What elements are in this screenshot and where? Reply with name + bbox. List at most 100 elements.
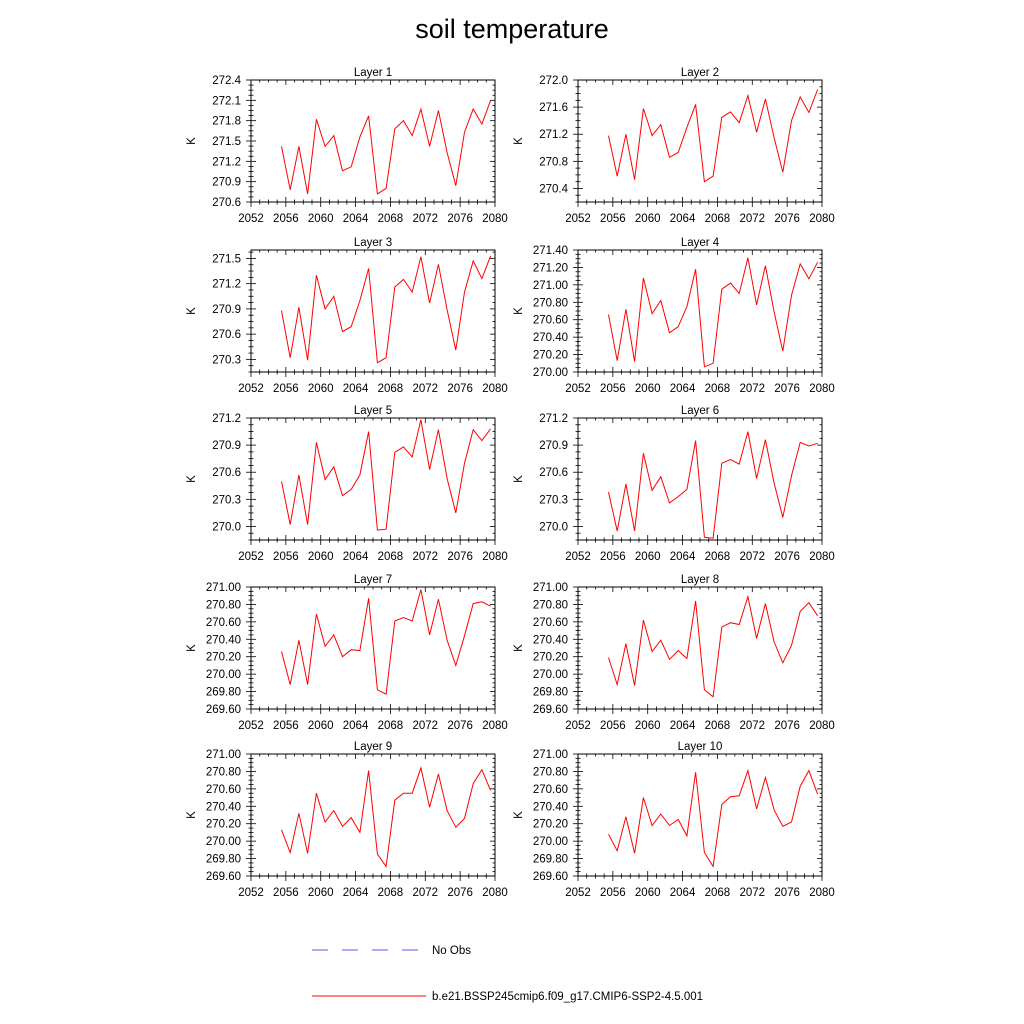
x-tick-label: 2064 [343,213,369,225]
x-tick-label: 2056 [600,887,626,899]
x-tick-label: 2080 [809,383,835,395]
panel-title-9: Layer 9 [354,741,392,753]
x-tick-label: 2080 [482,383,508,395]
y-axis-label-8: K [513,644,525,652]
x-tick-label: 2068 [378,383,404,395]
y-tick-label: 271.2 [539,129,568,141]
series-line-layer-9 [281,766,492,868]
y-tick-label: 269.60 [206,704,241,716]
y-tick-label: 270.80 [206,599,241,611]
x-tick-label: 2064 [343,383,369,395]
y-tick-label: 269.60 [206,871,241,883]
x-tick-label: 2076 [774,720,800,732]
x-tick-label: 2060 [635,720,661,732]
panel-title-4: Layer 4 [681,237,720,249]
panel-title-7: Layer 7 [354,574,392,586]
y-tick-label: 270.6 [539,467,568,479]
x-tick-label: 2072 [412,551,438,563]
x-tick-label: 2076 [447,383,473,395]
x-tick-label: 2052 [565,887,591,899]
y-tick-label: 270.20 [533,350,568,362]
x-tick-label: 2052 [238,551,264,563]
series-line-layer-3 [281,255,492,364]
series-line-layer-7 [281,589,491,695]
panel-title-3: Layer 3 [354,237,392,249]
y-tick-label: 271.5 [212,136,241,148]
x-tick-label: 2060 [635,383,661,395]
y-axis-label-2: K [513,137,525,145]
y-tick-label: 269.80 [206,687,241,699]
x-tick-label: 2080 [482,551,508,563]
x-tick-label: 2056 [273,551,299,563]
y-tick-label: 270.40 [533,332,568,344]
x-tick-label: 2076 [774,383,800,395]
y-tick-label: 271.2 [539,413,568,425]
panel-title-10: Layer 10 [678,741,723,753]
x-tick-label: 2056 [273,720,299,732]
y-tick-label: 270.20 [533,819,568,831]
x-tick-label: 2068 [378,551,404,563]
y-tick-label: 270.6 [212,329,241,341]
y-tick-label: 270.20 [206,819,241,831]
x-tick-label: 2072 [739,887,765,899]
panel-title-2: Layer 2 [681,67,719,79]
x-tick-label: 2080 [809,720,835,732]
x-tick-label: 2060 [308,551,334,563]
y-axis-label-7: K [186,644,198,652]
y-tick-label: 270.40 [206,801,241,813]
x-tick-label: 2052 [565,213,591,225]
chart-title: soil temperature [415,14,609,44]
y-tick-label: 270.60 [206,784,241,796]
plot-frame-1 [250,79,496,203]
x-tick-label: 2056 [273,213,299,225]
y-tick-label: 269.60 [533,871,568,883]
y-tick-label: 272.0 [539,75,568,87]
y-tick-label: 270.0 [212,521,241,533]
y-tick-label: 270.60 [533,315,568,327]
x-tick-label: 2068 [705,213,731,225]
x-tick-label: 2056 [600,213,626,225]
x-tick-label: 2068 [378,720,404,732]
y-tick-label: 270.40 [206,634,241,646]
series-line-layer-1 [281,100,492,195]
x-tick-label: 2060 [635,551,661,563]
x-tick-label: 2076 [774,551,800,563]
x-tick-label: 2076 [447,887,473,899]
x-tick-label: 2072 [412,887,438,899]
y-tick-label: 271.2 [212,279,241,291]
x-tick-label: 2064 [670,383,696,395]
x-tick-label: 2064 [343,551,369,563]
x-tick-label: 2064 [343,887,369,899]
x-tick-label: 2052 [238,213,264,225]
x-tick-label: 2060 [308,213,334,225]
y-tick-label: 270.80 [533,297,568,309]
y-tick-label: 270.00 [533,367,568,379]
x-tick-label: 2072 [739,213,765,225]
x-tick-label: 2052 [238,720,264,732]
x-tick-label: 2064 [670,887,696,899]
y-axis-label-4: K [513,307,525,315]
x-tick-label: 2068 [705,383,731,395]
x-tick-label: 2072 [412,213,438,225]
y-tick-label: 270.00 [206,836,241,848]
x-tick-label: 2072 [412,720,438,732]
y-tick-label: 270.8 [539,156,568,168]
y-tick-label: 270.9 [212,440,241,452]
x-tick-label: 2080 [482,213,508,225]
x-tick-label: 2068 [705,551,731,563]
y-tick-label: 270.4 [539,183,568,195]
y-tick-label: 271.2 [212,156,241,168]
y-tick-label: 270.80 [533,599,568,611]
y-tick-label: 271.00 [533,280,568,292]
x-tick-label: 2056 [273,383,299,395]
series-line-layer-8 [608,594,819,698]
y-tick-label: 270.40 [533,801,568,813]
y-tick-label: 270.80 [533,766,568,778]
y-tick-label: 271.40 [533,245,568,257]
series-line-layer-2 [608,89,819,183]
x-tick-label: 2068 [705,887,731,899]
x-tick-label: 2080 [809,213,835,225]
y-tick-label: 270.20 [206,652,241,664]
y-tick-label: 271.00 [533,749,568,761]
